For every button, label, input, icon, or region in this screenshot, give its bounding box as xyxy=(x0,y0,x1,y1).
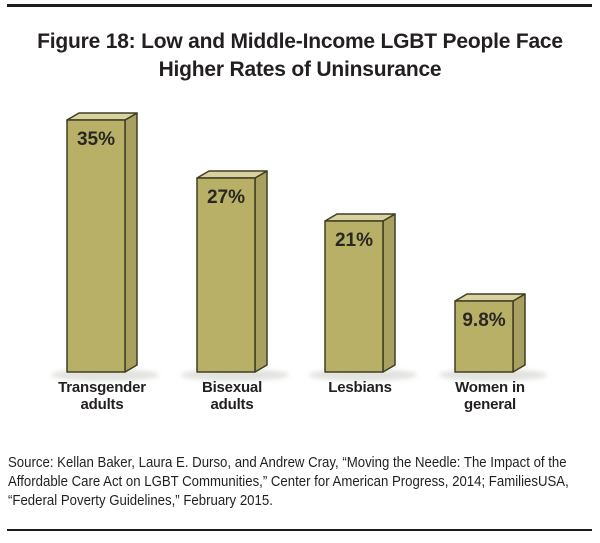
bar-side-face xyxy=(254,170,268,373)
bar-front-face xyxy=(196,177,256,373)
category-label-line: Lesbians xyxy=(328,379,392,396)
source-line-3: “Federal Poverty Guidelines,” February 2… xyxy=(8,492,273,509)
category-label-line: general xyxy=(464,396,516,413)
category-label-line: Bisexual xyxy=(201,379,263,396)
bar-side-face xyxy=(512,293,526,373)
category-label-women-in-general: Women in general xyxy=(415,379,565,413)
category-label-line: Transgender xyxy=(58,379,146,396)
bar-value-label: 35% xyxy=(77,129,115,150)
figure-title-line2: Higher Rates of Uninsurance xyxy=(158,58,442,81)
figure-title-line1: Figure 18: Low and Middle-Income LGBT Pe… xyxy=(37,30,563,53)
bar-chart-canvas: 35% 27% 21% 9.8% xyxy=(51,112,547,381)
bar-side-face xyxy=(124,112,138,373)
category-label-transgender-adults: Transgender adults xyxy=(27,379,177,413)
top-rule xyxy=(7,4,592,7)
category-label-lesbians: Lesbians xyxy=(285,379,435,396)
bar-women-in-general: 9.8% xyxy=(439,293,547,381)
bar-top-face xyxy=(324,213,396,222)
bar-value-label: 9.8% xyxy=(462,310,505,331)
bar-chart: 35% 27% 21% 9.8% Transgender adults Bisexual ad… xyxy=(0,88,600,433)
bar-value-label: 27% xyxy=(207,187,245,208)
bar-value-label: 21% xyxy=(335,230,373,251)
bar-top-face xyxy=(66,112,138,121)
bar-front-face xyxy=(454,300,514,373)
bar-transgender-adults: 35% xyxy=(51,112,159,381)
bar-front-face xyxy=(324,220,384,373)
source-line-2: Affordable Care Act on LGBT Communities,… xyxy=(8,473,569,490)
bar-top-face xyxy=(196,170,268,179)
source-note: Source: Kellan Baker, Laura E. Durso, an… xyxy=(8,453,598,510)
category-label-line: adults xyxy=(210,396,254,413)
bar-front-face xyxy=(66,119,126,373)
bar-side-face xyxy=(382,213,396,373)
category-label-line: adults xyxy=(80,396,124,413)
bar-bisexual-adults: 27% xyxy=(181,170,289,381)
bottom-rule xyxy=(7,529,592,531)
source-line-1: Source: Kellan Baker, Laura E. Durso, an… xyxy=(8,454,567,471)
bar-top-face xyxy=(454,293,526,302)
figure-title: Figure 18: Low and Middle-Income LGBT Pe… xyxy=(0,28,600,84)
bar-lesbians: 21% xyxy=(309,213,417,381)
category-label-line: Women in xyxy=(455,379,525,396)
category-label-bisexual-adults: Bisexual adults xyxy=(157,379,307,413)
